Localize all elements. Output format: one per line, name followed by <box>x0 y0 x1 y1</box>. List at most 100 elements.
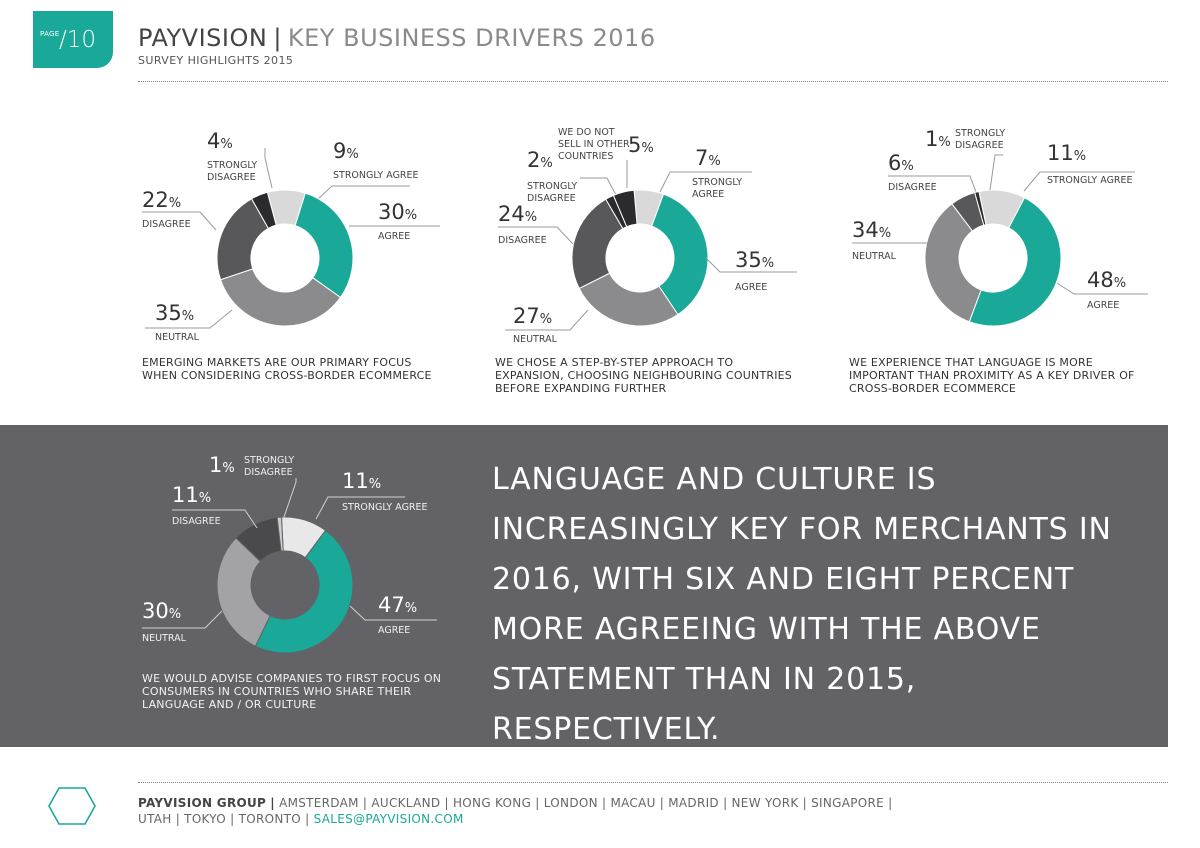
chart-caption: WE EXPERIENCE THAT LANGUAGE IS MORE IMPO… <box>849 356 1135 395</box>
slice-percent-label: 24% <box>498 202 537 226</box>
slice-category-label: NEUTRAL <box>142 633 187 644</box>
chart-caption: WE WOULD ADVISE COMPANIES TO FIRST FOCUS… <box>142 672 442 711</box>
hexagon-logo-icon <box>48 787 96 825</box>
slice-category-label: STRONGLY AGREE <box>333 170 419 181</box>
donut-slice-neutral <box>219 268 342 327</box>
leader-line <box>264 148 273 189</box>
page-title: PAYVISION | KEY BUSINESS DRIVERS 2016 <box>138 24 656 52</box>
leader-line <box>316 185 410 201</box>
slice-category-label: COUNTRIES <box>558 151 613 162</box>
footer-cities-line1: AMSTERDAM | AUCKLAND | HONG KONG | LONDO… <box>279 796 893 810</box>
leader-line <box>659 171 752 193</box>
donut-slice-neutral <box>578 272 679 327</box>
slice-category-label: DISAGREE <box>498 235 547 246</box>
donut-chart-language-proximity: 11% STRONGLY AGREE 48% AGREE 34% NEUTRAL 6% DIS… <box>0 0 1148 327</box>
slice-percent-label: 30% <box>378 200 417 224</box>
sales-email-link[interactable]: SALES@PAYVISION.COM <box>313 812 464 826</box>
leader-line <box>505 309 589 331</box>
leader-line <box>349 605 437 621</box>
leader-line <box>888 175 977 193</box>
slice-category-label: AGREE <box>378 231 410 242</box>
slice-category-label: STRONGLY <box>207 160 257 171</box>
donut-slice-strongly-disagree <box>276 516 284 552</box>
slice-category-label: STRONGLY AGREE <box>342 502 428 513</box>
slice-category-label: DISAGREE <box>207 172 256 183</box>
slice-percent-label: 7% <box>695 146 721 170</box>
slice-category-label: DISAGREE <box>172 516 221 527</box>
slice-category-label: STRONGLY <box>244 455 294 466</box>
leader-line <box>580 177 618 198</box>
slice-category-label: DISAGREE <box>527 193 576 204</box>
donut-slice-agree <box>968 197 1062 327</box>
slice-category-label: STRONGLY AGREE <box>1047 175 1133 186</box>
slice-category-label: AGREE <box>378 625 410 636</box>
slice-percent-label: 6% <box>888 151 914 175</box>
slice-percent-label: 35% <box>735 248 774 272</box>
chart-caption: WE CHOSE A STEP-BY-STEP APPROACH TO EXPA… <box>495 356 792 395</box>
slice-category-label: DISAGREE <box>142 219 191 230</box>
footer-cities-line2: UTAH | TOKYO | TORONTO | <box>138 812 310 826</box>
slice-category-label: STRONGLY <box>527 181 577 192</box>
slice-category-label: AGREE <box>1087 300 1119 311</box>
leader-line <box>705 257 797 273</box>
slice-category-label: STRONGLY <box>692 177 742 188</box>
donut-slice-strongly-disagree <box>974 190 987 226</box>
donut-slice-agree <box>651 193 709 316</box>
title-text: KEY BUSINESS DRIVERS 2016 <box>287 24 656 52</box>
leader-line <box>1023 171 1135 192</box>
leader-line <box>172 509 258 529</box>
footer-separator: | <box>270 796 275 810</box>
slice-category-label: SELL IN OTHER <box>558 139 630 150</box>
slice-percent-label: 22% <box>142 188 181 212</box>
title-separator: | <box>273 24 282 52</box>
slice-percent-label: 11% <box>342 469 381 493</box>
slice-percent-label: 5% <box>628 133 654 157</box>
leader-line <box>315 496 405 520</box>
slice-category-label: NEUTRAL <box>852 251 897 262</box>
slice-category-label: DISAGREE <box>955 140 1004 151</box>
leader-line <box>142 610 223 629</box>
highlight-statement: LANGUAGE AND CULTURE IS INCREASINGLY KEY… <box>492 462 1112 747</box>
slice-category-label: DISAGREE <box>888 182 937 193</box>
leader-line <box>1056 282 1148 295</box>
slice-category-label: NEUTRAL <box>513 334 558 345</box>
slice-category-label: NEUTRAL <box>155 332 200 343</box>
donut-slice-agree <box>294 192 354 299</box>
leader-line <box>498 226 574 245</box>
leader-line <box>989 154 1003 191</box>
donut-slice-neutral <box>216 537 271 647</box>
slice-category-label: DISAGREE <box>244 467 293 478</box>
donut-chart-emerging-markets: 9% STRONGLY AGREE 30% AGREE 35% NEUTRAL 22% DIS… <box>0 0 440 343</box>
slice-category-label: STRONGLY <box>955 128 1005 139</box>
slice-percent-label: 1% <box>925 127 951 151</box>
leader-line <box>145 309 233 329</box>
slice-category-label: AGREE <box>735 282 767 293</box>
brand-name: PAYVISION <box>138 24 268 52</box>
header-divider <box>138 81 1168 82</box>
donut-slice-strongly-disagree <box>250 191 277 230</box>
page-subtitle: SURVEY HIGHLIGHTS 2015 <box>138 54 294 67</box>
slice-percent-label: 47% <box>378 593 417 617</box>
slice-category-label: AGREE <box>692 189 724 200</box>
slice-percent-label: 27% <box>513 304 552 328</box>
donut-chart-step-by-step: 7% STRONGLY AGREE 35% AGREE 27% NEUTRAL 24% DISA… <box>0 0 797 345</box>
slice-percent-label: 48% <box>1087 268 1126 292</box>
leader-line <box>142 211 217 231</box>
donut-slice-we-do-not-sell-in-other-countries <box>612 189 638 228</box>
slice-percent-label: 34% <box>852 218 891 242</box>
slice-percent-label: 30% <box>142 599 181 623</box>
footer-locations: PAYVISION GROUP | AMSTERDAM | AUCKLAND |… <box>138 795 892 827</box>
donut-slice-agree <box>254 529 354 654</box>
slice-category-label: WE DO NOT <box>558 127 615 138</box>
donut-slice-neutral <box>924 203 982 323</box>
slice-percent-label: 2% <box>527 148 553 172</box>
slice-percent-label: 11% <box>1047 141 1086 165</box>
slice-percent-label: 9% <box>333 139 359 163</box>
chart-caption: EMERGING MARKETS ARE OUR PRIMARY FOCUS W… <box>142 356 432 382</box>
leader-line <box>282 478 297 521</box>
page-label: PAGE <box>40 30 60 38</box>
footer-group-name: PAYVISION GROUP <box>138 796 267 810</box>
